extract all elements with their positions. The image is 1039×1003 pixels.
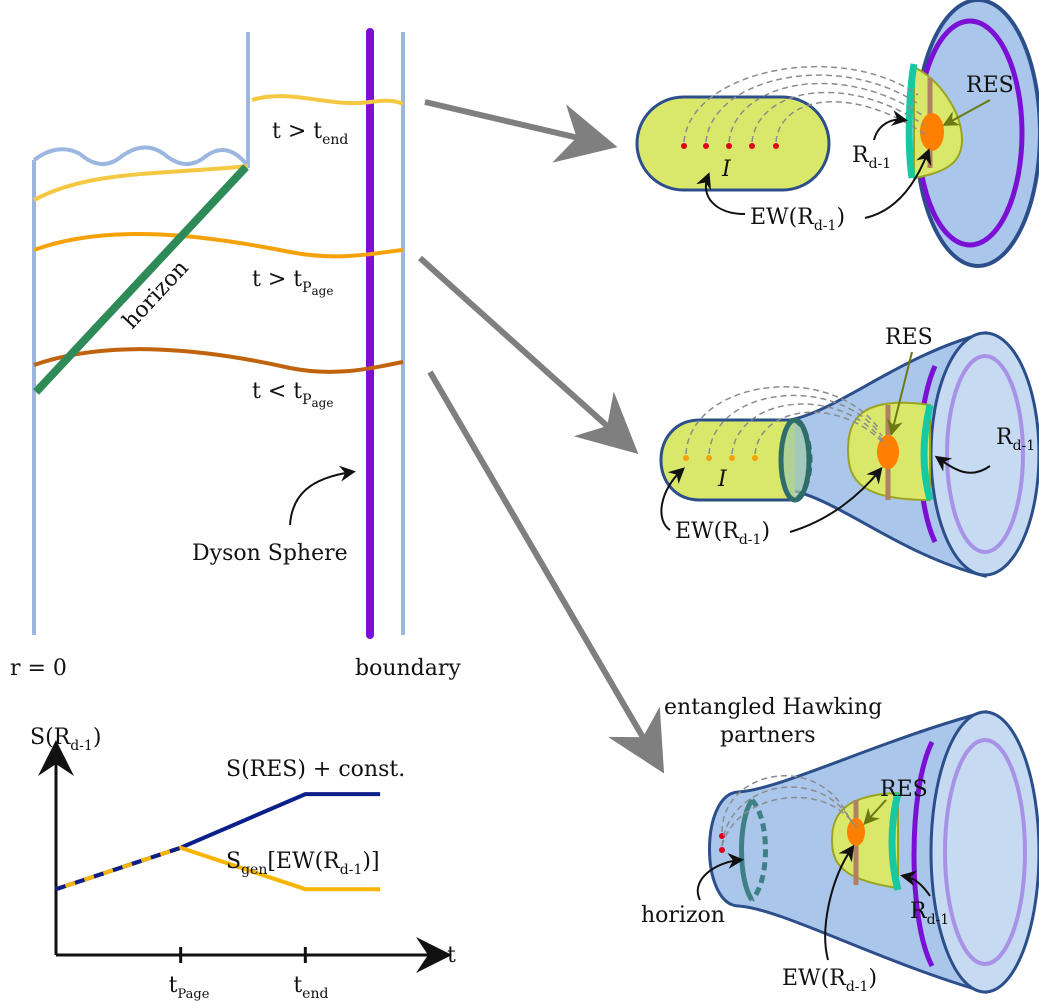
radiation-dots xyxy=(681,143,779,149)
horizon-pointer xyxy=(696,852,744,901)
arrow-to-panel-2 xyxy=(417,255,639,455)
ew-pointer xyxy=(824,844,855,961)
y-axis-label: S(Rd-1) xyxy=(30,725,101,754)
cone-mouth xyxy=(929,710,1039,994)
ew-pointer-right xyxy=(789,466,883,533)
res-blob xyxy=(920,113,944,151)
entanglement-arcs xyxy=(685,386,887,455)
label-res: RES xyxy=(885,325,933,350)
inner-light-ring xyxy=(943,738,1027,966)
tick-label-end: tend xyxy=(293,973,328,1002)
neck-ring-dashed xyxy=(793,417,813,503)
t-gt-page-label: t > tPage xyxy=(252,267,333,298)
legend-sgen: Sgen[EW(Rd-1)] xyxy=(226,849,380,878)
rd-teal-strip xyxy=(888,792,902,891)
panel3-title-line1: entangled Hawking xyxy=(664,695,882,720)
dyson-sphere-label: Dyson Sphere xyxy=(192,541,348,566)
label-ew: EW(Rd-1) xyxy=(750,205,845,234)
panel3-title-line2: partners xyxy=(720,723,816,748)
ew-pointer-right xyxy=(864,148,932,219)
dyson-arc xyxy=(911,740,935,968)
ew-pointer-left xyxy=(696,172,746,215)
entanglement-arcs xyxy=(721,775,859,847)
entropy-chart: S(Rd-1) t tPage tend S(RES) + const. Sge… xyxy=(30,725,456,1002)
horizon-ring-dashed xyxy=(750,798,768,902)
x-axis-label: t xyxy=(447,943,456,968)
slice-near-horizon xyxy=(33,164,249,202)
radiation-region-I xyxy=(635,95,831,192)
label-I: I xyxy=(721,157,732,182)
label-I: I xyxy=(717,467,728,492)
res-pointer xyxy=(863,799,887,825)
res-blob xyxy=(847,818,865,846)
rd-teal-strip xyxy=(920,404,934,501)
rd-teal-strip xyxy=(905,63,918,179)
boundary-label: boundary xyxy=(355,656,461,681)
dyson-pointer-arrow xyxy=(289,465,356,526)
singularity-wiggle xyxy=(32,145,250,168)
panel-t-lt-page: entangled Hawking partners RES Rd-1 hori… xyxy=(641,695,1039,995)
connector-arrows xyxy=(417,99,665,774)
horizon-ring xyxy=(739,798,755,902)
horizon-line xyxy=(33,164,249,395)
label-rd: Rd-1 xyxy=(910,899,949,928)
label-ew: EW(Rd-1) xyxy=(675,519,770,548)
radiation-region-I xyxy=(659,418,795,502)
panel-t-gt-page: I RES Rd-1 EW(Rd-1) xyxy=(659,325,1039,578)
label-horizon: horizon xyxy=(641,903,725,928)
panel-t-end: I RES Rd-1 EW(Rd-1) xyxy=(635,0,1039,268)
rd-pointer xyxy=(873,110,908,141)
radiation-dots xyxy=(683,455,758,461)
slice-t-lt-page xyxy=(33,347,404,374)
legend-sres: S(RES) + const. xyxy=(226,757,405,782)
label-rd: Rd-1 xyxy=(996,425,1035,454)
slice-t-gt-page xyxy=(33,231,404,259)
label-res: RES xyxy=(966,73,1014,98)
res-blob xyxy=(877,435,899,469)
label-ew: EW(Rd-1) xyxy=(782,966,877,995)
res-pointer xyxy=(887,351,913,436)
r-zero-label: r = 0 xyxy=(10,656,67,681)
label-rd: Rd-1 xyxy=(852,143,891,172)
t-lt-page-label: t < tPage xyxy=(252,379,333,410)
slice-t-end xyxy=(251,94,404,106)
rd-pointer xyxy=(900,870,931,897)
inner-light-ring xyxy=(945,354,1025,554)
res-pointer xyxy=(942,99,991,126)
arrow-to-panel-1 xyxy=(424,99,618,163)
spacetime-diagram: horizon t > tend t > tPage t < tPage Dys… xyxy=(10,28,461,681)
series-overlap-dashes xyxy=(55,845,182,892)
rd-pointer xyxy=(934,455,991,474)
arrow-to-panel-3 xyxy=(427,370,665,774)
label-res: RES xyxy=(880,777,928,802)
tick-label-page: tPage xyxy=(169,973,210,1002)
entanglement-arcs xyxy=(683,65,927,143)
ew-pointer-left xyxy=(660,467,685,531)
t-end-label: t > tend xyxy=(272,119,348,148)
